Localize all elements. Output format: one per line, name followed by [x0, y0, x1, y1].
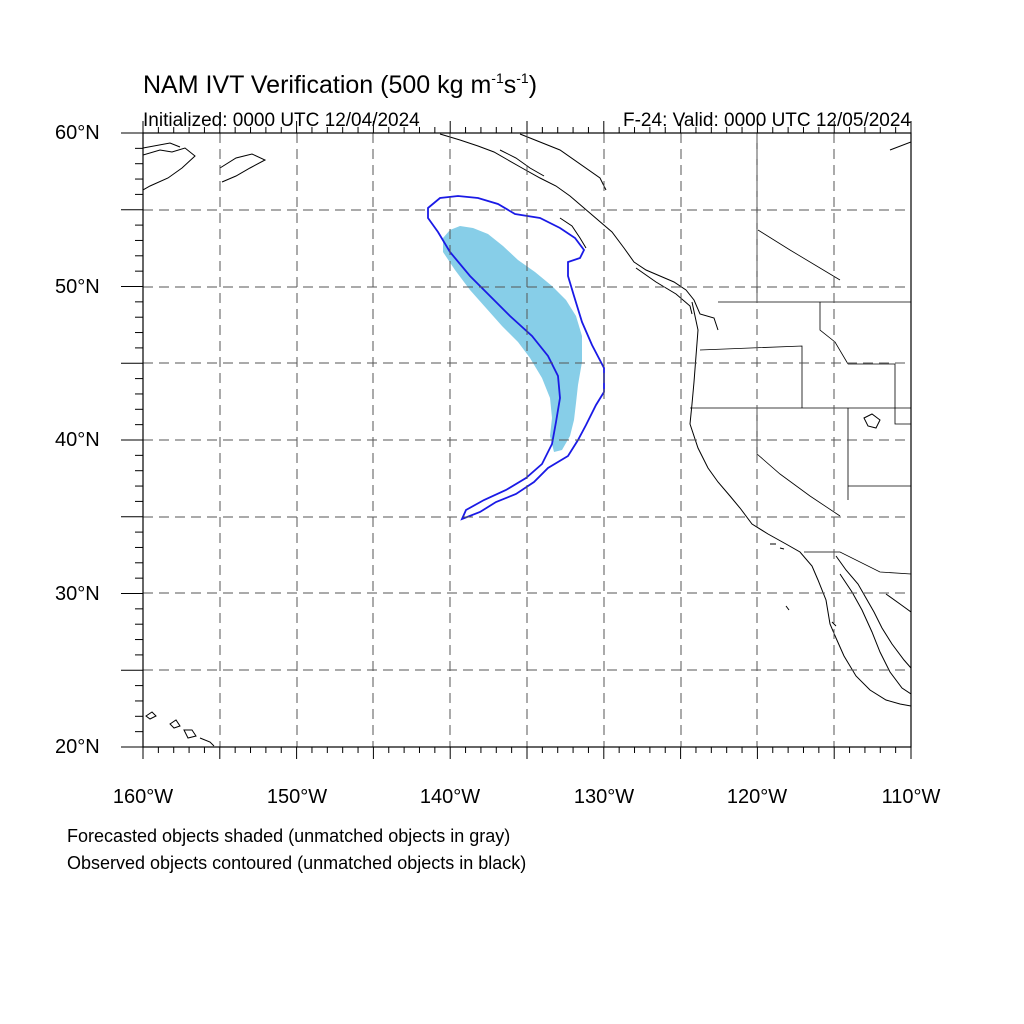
coastlines: [143, 133, 911, 747]
political-boundaries: [690, 133, 911, 575]
observed-ivt-contour: [427, 195, 605, 521]
initialized-time: Initialized: 0000 UTC 12/04/2024: [143, 110, 420, 131]
chart-title: NAM IVT Verification (500 kg m-1s-1): [143, 70, 538, 99]
lat-label-60n: 60°N: [55, 122, 100, 144]
forecast-ivt-object: [443, 226, 582, 452]
valid-time: F-24: Valid: 0000 UTC 12/05/2024: [623, 110, 911, 131]
lat-label-50n: 50°N: [55, 276, 100, 298]
note-forecast: Forecasted objects shaded (unmatched obj…: [67, 826, 511, 846]
note-observed: Observed objects contoured (unmatched ob…: [67, 853, 527, 873]
lat-label-40n: 40°N: [55, 429, 100, 451]
lat-label-20n: 20°N: [55, 736, 100, 758]
lon-label-130w: 130°W: [573, 786, 635, 808]
lat-lon-grid: [143, 133, 911, 747]
lon-label-110w: 110°W: [881, 786, 941, 808]
lon-label-140w: 140°W: [419, 786, 481, 808]
axis-ticks: [121, 121, 912, 759]
lon-label-150w: 150°W: [266, 786, 328, 808]
lon-label-120w: 120°W: [726, 786, 788, 808]
lon-label-160w: 160°W: [112, 786, 174, 808]
lat-label-30n: 30°N: [55, 583, 100, 605]
